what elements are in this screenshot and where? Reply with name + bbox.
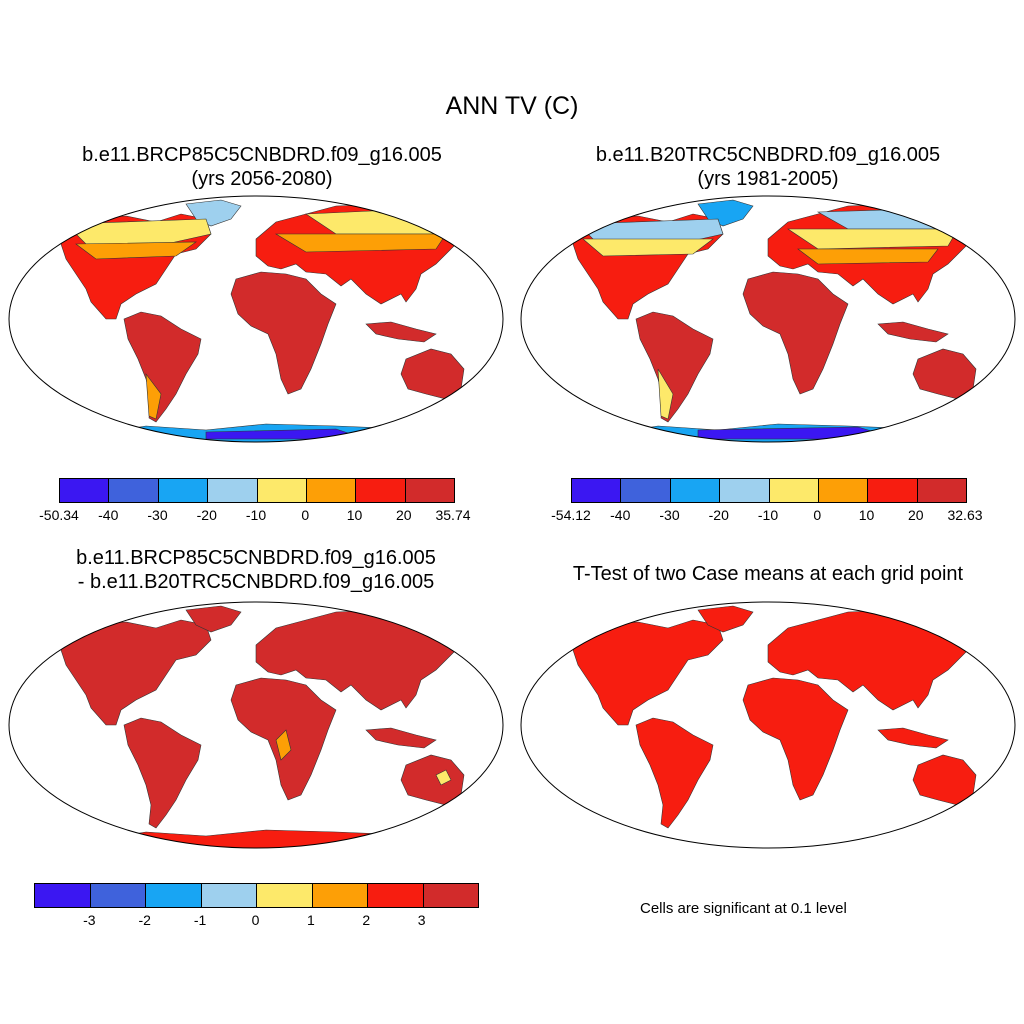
colorbar-box <box>817 479 868 502</box>
colorbar-box <box>305 479 356 502</box>
colorbar-label: -10 <box>757 507 779 523</box>
colorbar-label: 20 <box>907 507 924 523</box>
colorbar-box <box>145 884 201 907</box>
colorbar-label: 0 <box>813 507 822 523</box>
colorbar-top-right <box>571 478 967 503</box>
map-bottom-left <box>8 601 504 849</box>
colorbar-box <box>256 884 312 907</box>
colorbar-label: -54.12 <box>551 507 591 523</box>
significance-note: Cells are significant at 0.1 level <box>640 900 847 917</box>
panel-title-bottom-right-line1: T-Test of two Case means at each grid po… <box>572 563 964 585</box>
panel-title-top-right-line2: (yrs 1981-2005) <box>697 168 839 190</box>
colorbar-label: 35.74 <box>435 507 471 523</box>
colorbar-label: 10 <box>346 507 363 523</box>
colorbar-label: 0 <box>301 507 310 523</box>
panel-title-bottom-left-line1: b.e11.BRCP85C5CNBDRD.f09_g16.005 <box>76 547 436 569</box>
land-fill <box>572 605 979 829</box>
colorbar-top-left <box>59 478 455 503</box>
colorbar-box <box>867 479 917 502</box>
colorbar-box <box>311 884 367 907</box>
colorbar-box <box>404 479 454 502</box>
colorbar-label: -1 <box>193 912 207 928</box>
colorbar-box <box>768 479 818 502</box>
colorbar-label: 0 <box>251 912 260 928</box>
colorbar-label: -20 <box>196 507 217 523</box>
colorbar-label: -10 <box>245 507 267 523</box>
colorbar-label: 3 <box>417 912 426 928</box>
colorbar-label: -3 <box>83 912 96 928</box>
colorbar-box <box>207 479 257 502</box>
colorbar-label: -30 <box>659 507 680 523</box>
land-fill <box>572 199 979 442</box>
colorbar-label: -20 <box>708 507 729 523</box>
colorbar-box <box>422 884 478 907</box>
colorbar-box <box>256 479 306 502</box>
colorbar-box <box>719 479 769 502</box>
colorbar-box <box>60 479 109 502</box>
panel-title-top-right: b.e11.B20TRC5CNBDRD.f09_g16.005 (yrs 198… <box>512 143 1024 191</box>
colorbar-box <box>572 479 621 502</box>
colorbar-label: -40 <box>610 507 631 523</box>
panel-title-bottom-right: T-Test of two Case means at each grid po… <box>512 562 1024 586</box>
colorbar-label: 20 <box>395 507 412 523</box>
map-top-left <box>8 195 504 443</box>
panel-title-top-left: b.e11.BRCP85C5CNBDRD.f09_g16.005 (yrs 20… <box>6 143 518 191</box>
land-fill <box>60 605 467 848</box>
colorbar-box <box>108 479 158 502</box>
colorbar-box <box>355 479 405 502</box>
land-fill <box>60 199 467 442</box>
colorbar-box <box>620 479 670 502</box>
colorbar-box <box>367 884 423 907</box>
colorbar-label: 1 <box>306 912 315 928</box>
colorbar-label: -50.34 <box>39 507 79 523</box>
figure-title: ANN TV (C) <box>445 92 579 120</box>
colorbar-box <box>669 479 720 502</box>
colorbar-label: -2 <box>138 912 151 928</box>
colorbar-label: -40 <box>98 507 119 523</box>
colorbar-box <box>89 884 145 907</box>
colorbar-label: 10 <box>858 507 875 523</box>
panel-title-top-right-line1: b.e11.B20TRC5CNBDRD.f09_g16.005 <box>595 144 941 166</box>
map-top-right <box>520 195 1016 443</box>
colorbar-label: -30 <box>147 507 168 523</box>
map-bottom-right <box>520 601 1016 849</box>
panel-title-bottom-left-line2: - b.e11.B20TRC5CNBDRD.f09_g16.005 <box>77 571 435 593</box>
colorbar-label: 2 <box>362 912 371 928</box>
colorbar-box <box>916 479 966 502</box>
colorbar-box <box>35 884 90 907</box>
colorbar-label: 32.63 <box>947 507 983 523</box>
panel-title-bottom-left: b.e11.BRCP85C5CNBDRD.f09_g16.005 - b.e11… <box>0 546 512 594</box>
colorbar-bottom-left <box>34 883 479 908</box>
colorbar-box <box>200 884 256 907</box>
panel-title-top-left-line1: b.e11.BRCP85C5CNBDRD.f09_g16.005 <box>82 144 442 166</box>
panel-title-top-left-line2: (yrs 2056-2080) <box>191 168 333 190</box>
colorbar-box <box>157 479 208 502</box>
